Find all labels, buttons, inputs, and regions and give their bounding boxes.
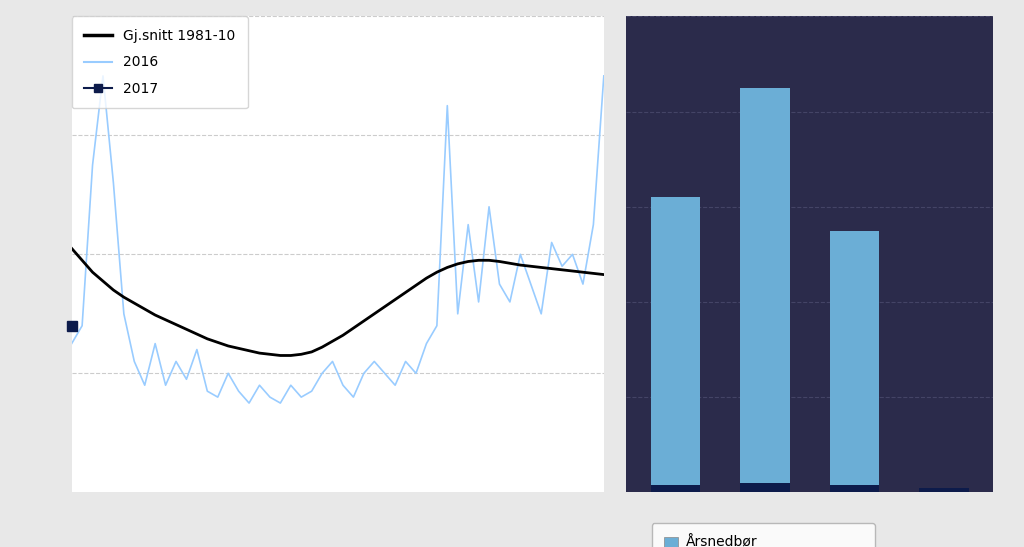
Legend: Årsnedbør, Nedbør til og med veke 1: Årsnedbør, Nedbør til og med veke 1 [651,523,874,547]
Bar [740,88,790,492]
Bar [829,231,880,492]
Bar [651,485,700,492]
Bar [740,483,790,492]
Bar [651,197,700,492]
Bar [920,487,969,492]
Bar [829,485,880,492]
Legend: Gj.snitt 1981-10, 2016, 2017: Gj.snitt 1981-10, 2016, 2017 [72,16,248,108]
